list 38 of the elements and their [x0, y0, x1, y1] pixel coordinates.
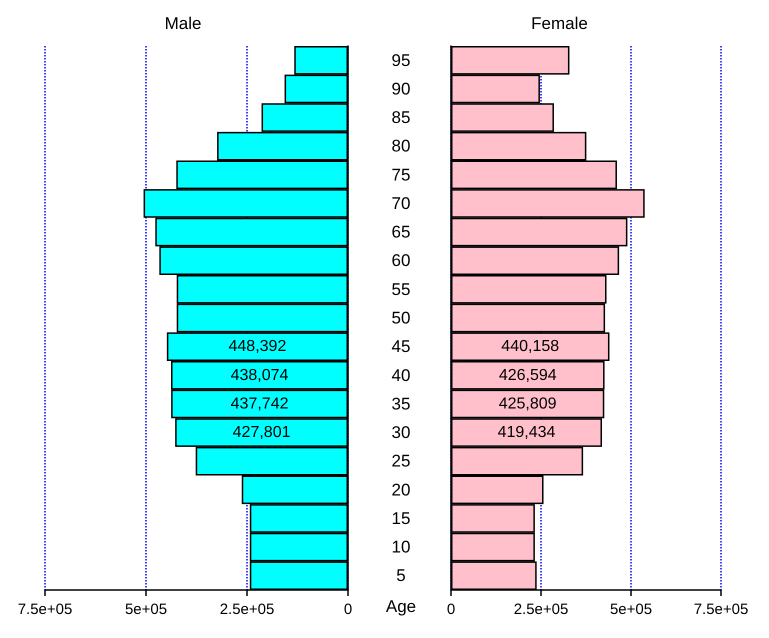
x-tick-label: 5e+05 — [610, 601, 652, 618]
y-tick-label: 15 — [392, 508, 410, 528]
x-tick-label: 0 — [446, 601, 456, 618]
data-label: 426,594 — [498, 366, 557, 384]
data-label: 448,392 — [228, 338, 286, 356]
y-tick-label: 70 — [392, 194, 410, 213]
data-label: 438,074 — [230, 366, 289, 384]
y-tick-label: 30 — [392, 423, 410, 442]
x-tick-label: 7.5e+05 — [18, 601, 72, 618]
y-tick-label: 80 — [392, 136, 410, 156]
y-tick-label: 40 — [392, 366, 410, 385]
x-tick-label: 2.5e+05 — [514, 601, 568, 618]
y-tick-label: 60 — [392, 251, 410, 270]
y-tick-label: 55 — [392, 280, 410, 299]
x-tick-label: 5e+05 — [124, 601, 168, 618]
y-tick-label: 65 — [392, 222, 410, 242]
x-tick-label: 2.5e+05 — [220, 601, 274, 618]
chart-title: Female — [531, 14, 588, 33]
data-label: 419,434 — [498, 424, 556, 442]
y-axis-title: Age — [386, 597, 416, 616]
y-tick-label: 85 — [392, 108, 410, 128]
y-tick-label: 45 — [392, 337, 410, 356]
y-tick-label: 20 — [392, 480, 410, 500]
y-tick-label: 50 — [392, 308, 410, 328]
y-tick-label: 10 — [392, 538, 410, 557]
y-tick-label: 90 — [392, 79, 410, 98]
data-label: 440,158 — [501, 338, 560, 356]
y-tick-label: 25 — [392, 452, 410, 471]
chart-title: Male — [164, 14, 202, 33]
data-label: 437,742 — [230, 395, 289, 412]
y-tick-label: 95 — [392, 50, 410, 70]
x-tick-label: 0 — [344, 601, 352, 618]
y-tick-label: 5 — [396, 566, 406, 586]
x-tick-label: 7.5e+05 — [694, 601, 748, 618]
data-label: 425,809 — [498, 395, 557, 412]
data-label: 427,801 — [232, 424, 291, 442]
y-tick-label: 75 — [392, 165, 410, 184]
y-tick-label: 35 — [392, 394, 410, 414]
